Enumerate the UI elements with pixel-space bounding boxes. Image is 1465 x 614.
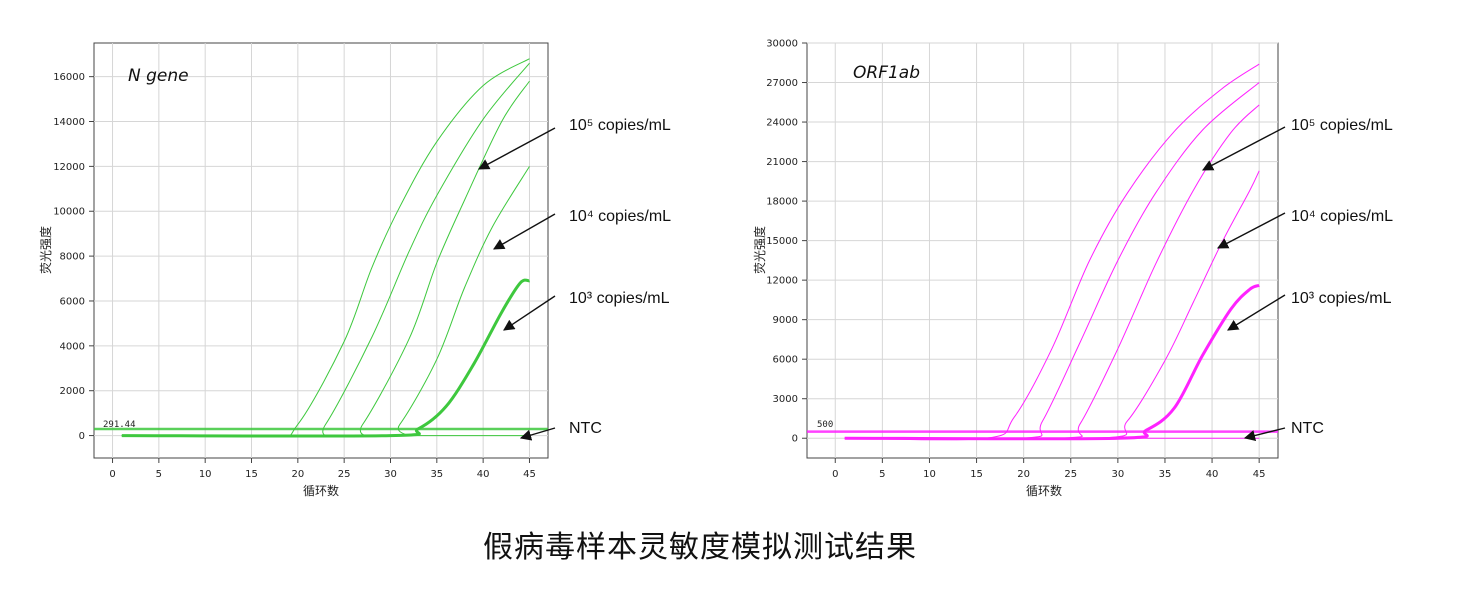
- annotation-label: 10³ copies/mL: [1291, 290, 1392, 307]
- y-tick-label: 9000: [773, 315, 798, 326]
- annotation-label: 10³ copies/mL: [569, 290, 670, 307]
- figure-caption: 假病毒样本灵敏度模拟测试结果: [483, 530, 917, 565]
- y-tick-label: 0: [79, 431, 85, 442]
- y-tick-label: 14000: [53, 117, 85, 128]
- orf1ab-chart: 0 5 10 15 20 25 30 35 40 45 0 3000 6000 9000 12000 1500…: [752, 39, 1393, 499]
- x-tick-label: 15: [245, 469, 258, 480]
- x-tick-label: 10: [199, 469, 212, 480]
- annotation-arrow: [503, 295, 556, 331]
- y-tick-label: 10000: [53, 207, 85, 218]
- y-tick-label: 30000: [766, 39, 798, 50]
- y-tick-label: 4000: [60, 341, 85, 352]
- chart-title: ORF1ab: [853, 63, 920, 83]
- y-tick-label: 24000: [766, 118, 798, 129]
- annotation-arrow: [1217, 212, 1286, 249]
- n-gene-chart: 0 5 10 15 20 25 30 35 40 45 0 2000 4000 6000 8000 10000…: [38, 42, 671, 498]
- annotation-label: 10⁵ copies/mL: [1291, 117, 1393, 134]
- y-tick-label: 15000: [766, 236, 798, 247]
- annotation-label: NTC: [569, 420, 602, 437]
- annotation-arrow: [1202, 126, 1286, 171]
- y-tick-label: 2000: [60, 386, 85, 397]
- y-tick-label: 12000: [766, 276, 798, 287]
- annotation-arrow: [1243, 427, 1286, 441]
- y-tick-label: 16000: [53, 72, 85, 83]
- y-tick-label: 6000: [773, 355, 798, 366]
- x-tick-label: 5: [879, 469, 885, 480]
- annotation-arrow: [478, 127, 556, 170]
- annotation-label: 10⁴ copies/mL: [569, 208, 671, 225]
- x-tick-label: 40: [1206, 469, 1219, 480]
- annotation-label: 10⁵ copies/mL: [569, 117, 671, 134]
- y-tick-label: 27000: [766, 78, 798, 89]
- x-axis-label: 循环数: [303, 483, 339, 498]
- y-tick-label: 0: [792, 434, 798, 445]
- y-tick-label: 18000: [766, 197, 798, 208]
- x-tick-label: 0: [109, 469, 115, 480]
- x-tick-label: 30: [384, 469, 397, 480]
- x-tick-label: 0: [832, 469, 838, 480]
- x-tick-label: 45: [1253, 469, 1266, 480]
- y-axis-label: 荧光强度: [38, 226, 53, 274]
- x-tick-label: 25: [1064, 469, 1077, 480]
- x-tick-label: 35: [430, 469, 443, 480]
- x-tick-label: 30: [1111, 469, 1124, 480]
- plot-frame: [93, 42, 549, 459]
- y-tick-label: 6000: [60, 296, 85, 307]
- x-tick-label: 40: [477, 469, 490, 480]
- threshold-label: 291.44: [103, 420, 136, 430]
- plot-frame: [806, 42, 1279, 459]
- curve-1e3-highlight: [844, 283, 1260, 441]
- x-tick-label: 20: [1017, 469, 1030, 480]
- y-tick-label: 3000: [773, 394, 798, 405]
- x-tick-label: 20: [291, 469, 304, 480]
- x-tick-label: 25: [338, 469, 351, 480]
- annotation-arrow: [493, 213, 556, 250]
- annotation-label: 10⁴ copies/mL: [1291, 208, 1393, 225]
- y-axis-label: 荧光强度: [752, 226, 767, 274]
- x-tick-label: 35: [1159, 469, 1172, 480]
- y-tick-label: 8000: [60, 252, 85, 263]
- y-tick-label: 21000: [766, 157, 798, 168]
- x-axis-label: 循环数: [1026, 483, 1062, 498]
- x-tick-label: 10: [923, 469, 936, 480]
- threshold-label: 500: [817, 420, 833, 430]
- chart-title: N gene: [128, 66, 189, 86]
- annotation-arrow: [519, 427, 556, 441]
- annotation-label: NTC: [1291, 420, 1324, 437]
- x-tick-label: 15: [970, 469, 983, 480]
- x-tick-label: 5: [156, 469, 162, 480]
- y-tick-label: 12000: [53, 162, 85, 173]
- x-tick-label: 45: [523, 469, 536, 480]
- annotation-arrow: [1227, 294, 1286, 331]
